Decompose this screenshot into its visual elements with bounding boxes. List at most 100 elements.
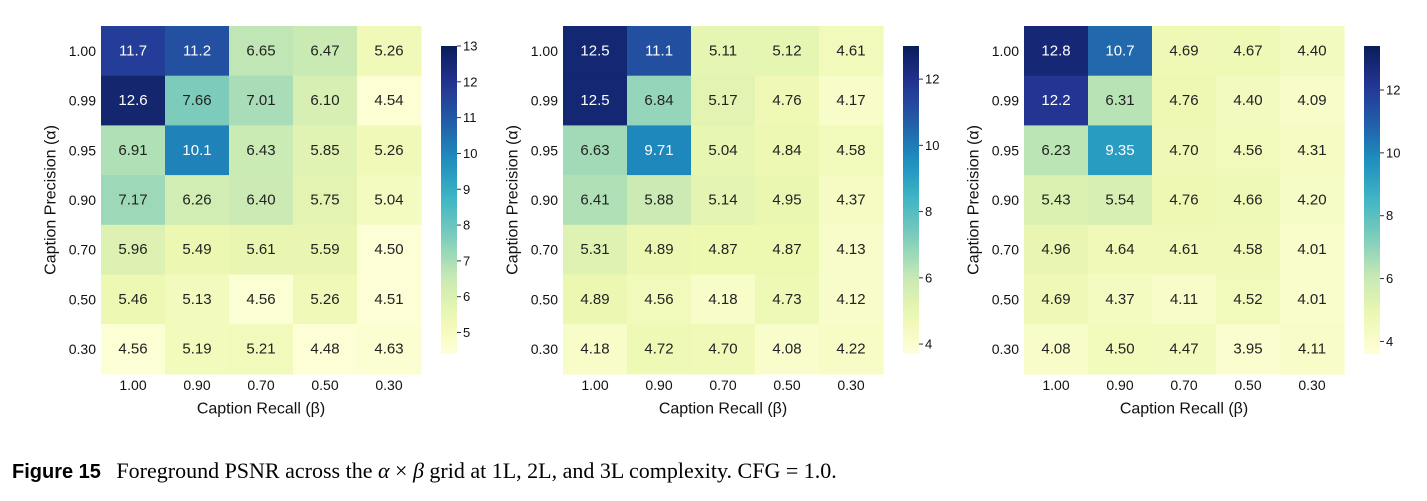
cell-value-label: 4.58 xyxy=(836,142,865,159)
cell-value-label: 5.04 xyxy=(374,191,403,208)
heatmap-cell xyxy=(101,274,166,325)
cell-value-label: 4.51 xyxy=(374,291,403,308)
heatmap-cell xyxy=(101,26,166,77)
heatmap-cell xyxy=(1152,26,1217,77)
cell-value-label: 4.96 xyxy=(1041,241,1070,258)
heatmap-cell xyxy=(1024,175,1089,226)
heatmap-cell xyxy=(101,75,166,126)
heatmap-cell xyxy=(563,175,628,226)
heatmap-cell xyxy=(755,224,820,276)
cell-value-label: 6.26 xyxy=(182,191,211,208)
cell-value-label: 5.12 xyxy=(772,42,801,59)
cell-value-label: 4.54 xyxy=(374,92,403,109)
caption-alpha: α xyxy=(377,458,390,483)
heatmap-cell xyxy=(819,224,884,276)
y-tick-label: 0.99 xyxy=(69,93,96,109)
cell-value-label: 4.20 xyxy=(1297,191,1326,208)
heatmap-cell xyxy=(1152,175,1217,226)
cell-value-label: 4.76 xyxy=(1169,191,1198,208)
cell-value-label: 12.5 xyxy=(580,42,609,59)
heatmap-cell xyxy=(1152,125,1217,176)
y-axis-label: Caption Precision (α) xyxy=(43,125,60,275)
heatmap-cell xyxy=(1152,274,1217,325)
cell-value-label: 4.52 xyxy=(1233,291,1262,308)
cell-value-label: 5.49 xyxy=(182,241,211,258)
heatmap-cell xyxy=(229,324,294,375)
heatmap-cell xyxy=(1088,26,1153,77)
cell-value-label: 6.63 xyxy=(580,142,609,159)
cell-value-label: 4.11 xyxy=(1170,291,1198,308)
heatmap-cell xyxy=(691,324,756,375)
cell-value-label: 5.61 xyxy=(246,241,275,258)
heatmap-cell xyxy=(165,125,230,176)
heatmap-cell xyxy=(1024,224,1089,276)
colorbar xyxy=(903,46,919,354)
heatmap-cell xyxy=(165,75,230,126)
colorbar-tick-label: 10 xyxy=(463,146,477,161)
cell-value-label: 6.47 xyxy=(310,42,339,59)
figure-caption: Figure 15 Foreground PSNR across the α ×… xyxy=(12,458,1412,484)
heatmap-cell xyxy=(293,26,358,77)
colorbar-tick-label: 5 xyxy=(463,325,470,340)
heatmap-cell xyxy=(229,125,294,176)
x-tick-label: 0.50 xyxy=(311,377,338,393)
colorbar-tick-label: 7 xyxy=(463,253,470,268)
heatmap-cell xyxy=(819,274,884,325)
heatmap-cell xyxy=(1088,324,1153,375)
heatmap-cell xyxy=(1152,324,1217,375)
cell-value-label: 4.09 xyxy=(1297,92,1326,109)
cell-value-label: 4.56 xyxy=(644,291,673,308)
cell-value-label: 5.19 xyxy=(182,341,211,358)
y-tick-label: 0.50 xyxy=(531,291,558,307)
colorbar-tick-label: 9 xyxy=(463,182,470,197)
cell-value-label: 9.35 xyxy=(1105,142,1134,159)
cell-value-label: 12.8 xyxy=(1041,42,1070,59)
heatmap-cell xyxy=(563,274,628,325)
cell-value-label: 5.17 xyxy=(708,92,737,109)
heatmap-panel-2: 12.5 11.1 5.11 5.12 4.61 12.5 6.84 5.17 4.76 4.17… xyxy=(505,26,939,418)
x-tick-label: 0.90 xyxy=(645,377,672,393)
cell-value-label: 5.31 xyxy=(580,241,609,258)
heatmap-cell xyxy=(357,274,422,325)
cell-value-label: 4.18 xyxy=(580,341,609,358)
cell-value-label: 5.85 xyxy=(310,142,339,159)
heatmap-cell xyxy=(1216,224,1281,276)
y-axis-label: Caption Precision (α) xyxy=(505,125,522,275)
colorbar-tick-label: 10 xyxy=(925,138,939,153)
heatmap-cell xyxy=(101,224,166,276)
y-tick-label: 0.30 xyxy=(992,341,1019,357)
heatmap-cell xyxy=(819,125,884,176)
cell-value-label: 5.11 xyxy=(709,42,737,59)
cell-value-label: 5.14 xyxy=(708,191,737,208)
cell-value-label: 3.95 xyxy=(1233,341,1262,358)
cell-value-label: 4.12 xyxy=(836,291,865,308)
heatmap-cell xyxy=(1216,26,1281,77)
cell-value-label: 4.17 xyxy=(836,92,865,109)
y-tick-label: 1.00 xyxy=(992,43,1019,59)
heatmap-cell xyxy=(563,75,628,126)
x-tick-label: 0.70 xyxy=(1170,377,1197,393)
cell-value-label: 5.59 xyxy=(310,241,339,258)
heatmap-cell xyxy=(229,26,294,77)
heatmap-cell xyxy=(691,26,756,77)
cell-value-label: 6.41 xyxy=(580,191,609,208)
figure-label: Figure 15 xyxy=(12,461,101,483)
heatmap-cell xyxy=(1216,75,1281,126)
heatmap-cell xyxy=(1280,224,1345,276)
cell-value-label: 12.5 xyxy=(580,92,609,109)
x-tick-label: 0.90 xyxy=(1106,377,1133,393)
colorbar-tick-label: 6 xyxy=(463,289,470,304)
heatmap-cell xyxy=(1216,274,1281,325)
cell-value-label: 4.66 xyxy=(1233,191,1262,208)
cell-value-label: 4.63 xyxy=(374,341,403,358)
y-tick-label: 0.95 xyxy=(69,142,96,158)
cell-value-label: 4.89 xyxy=(580,291,609,308)
y-axis-label: Caption Precision (α) xyxy=(966,125,983,275)
heatmap-cell xyxy=(755,274,820,325)
heatmap-cell xyxy=(357,324,422,375)
cell-value-label: 4.89 xyxy=(644,241,673,258)
heatmap-cell xyxy=(293,324,358,375)
x-axis-label: Caption Recall (β) xyxy=(1120,401,1248,418)
colorbar-tick-label: 13 xyxy=(463,39,477,54)
heatmap-cell xyxy=(819,26,884,77)
